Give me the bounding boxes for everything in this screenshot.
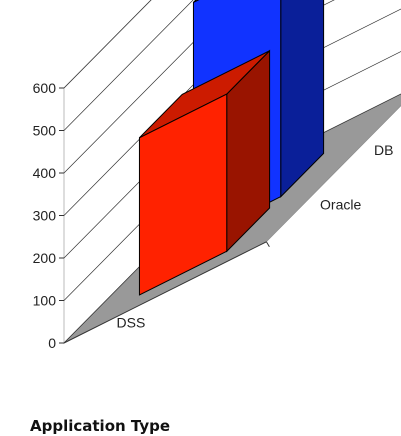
series-label-oracle: Oracle <box>320 197 361 213</box>
series-depth-labels: Oracle DB <box>320 142 393 213</box>
bar-top-face <box>193 0 200 3</box>
category-labels: DSS <box>117 315 146 331</box>
x-axis-line <box>63 241 267 344</box>
gridline <box>63 0 152 89</box>
y-tick-label: 500 <box>33 123 57 139</box>
category-label: DSS <box>117 315 146 331</box>
y-tick-label: 300 <box>33 208 57 224</box>
y-tick-label: 600 <box>33 80 57 96</box>
series-label-db: DB <box>374 142 393 158</box>
bar-side-face <box>280 0 325 198</box>
y-tick-label: 0 <box>48 335 56 351</box>
bar-oracle <box>138 49 271 296</box>
bar-top-face <box>139 50 270 139</box>
bars <box>138 0 325 296</box>
y-tick-label: 100 <box>33 293 57 309</box>
y-axis-tick-labels: 0 100 200 300 400 500 600 <box>33 80 57 351</box>
x-axis-title: Application Type <box>30 417 170 435</box>
x-tick-mark <box>265 241 270 248</box>
y-tick-label: 200 <box>33 250 57 266</box>
gridline <box>63 0 194 131</box>
y-tick-label: 400 <box>33 165 57 181</box>
